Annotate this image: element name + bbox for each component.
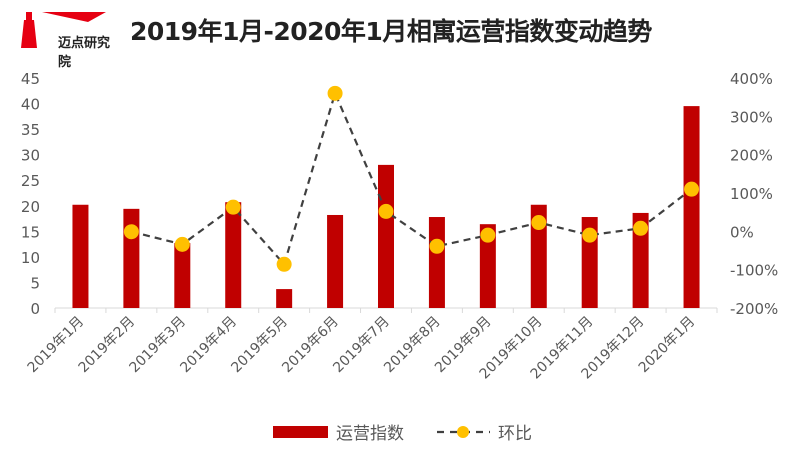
logo: 迈点研究院 [18, 8, 118, 70]
legend-line-label: 环比 [498, 424, 532, 444]
line-point-1 [123, 224, 139, 240]
line-point-6 [378, 203, 394, 219]
left-axis-tick: 30 [21, 147, 40, 165]
bar-7 [378, 164, 394, 308]
right-axis-tick: 100% [730, 185, 773, 203]
bar-8 [428, 217, 445, 308]
line-point-9 [531, 215, 547, 231]
logo-text: 迈点研究院 [58, 36, 111, 70]
legend-line-marker [457, 426, 469, 438]
bar-12 [632, 212, 649, 308]
left-axis-tick: 0 [30, 300, 40, 318]
line-point-3 [225, 199, 241, 215]
bar-9 [479, 224, 496, 308]
line-point-10 [582, 227, 598, 243]
line-point-11 [633, 220, 649, 236]
bar-1 [72, 204, 89, 308]
right-axis-tick: 0% [730, 223, 754, 241]
line-point-7 [429, 238, 445, 254]
legend-bar-label: 运营指数 [336, 424, 404, 444]
right-axis-tick: -100% [730, 262, 778, 280]
bar-10 [530, 204, 547, 308]
left-axis-tick: 40 [21, 96, 40, 114]
left-axis-tick: 20 [21, 198, 40, 216]
line-point-2 [174, 236, 190, 252]
bar-3 [174, 243, 191, 308]
line-point-4 [276, 256, 292, 272]
left-axis-tick: 5 [30, 274, 40, 292]
right-axis-tick: -200% [730, 300, 778, 318]
line-point-5 [327, 85, 343, 101]
line-point-12 [684, 181, 700, 197]
left-axis-tick: 45 [21, 70, 40, 88]
right-axis-tick: 400% [730, 70, 773, 88]
left-axis-tick: 10 [21, 249, 40, 267]
bar-4 [225, 202, 242, 308]
legend-bar-swatch [273, 426, 328, 438]
bar-5 [276, 289, 293, 308]
lighthouse-logo-icon [21, 12, 106, 48]
right-axis-tick: 300% [730, 108, 773, 126]
chart-title: 2019年1月-2020年1月相寓运营指数变动趋势 [130, 17, 652, 46]
bar-6 [327, 214, 344, 308]
bar-2 [123, 208, 140, 308]
bar-13 [683, 106, 700, 308]
left-axis-tick: 25 [21, 172, 40, 190]
left-axis-tick: 15 [21, 223, 40, 241]
line-series [131, 90, 693, 267]
right-axis-tick: 200% [730, 147, 773, 165]
left-axis-tick: 35 [21, 121, 40, 139]
line-point-8 [480, 227, 496, 243]
